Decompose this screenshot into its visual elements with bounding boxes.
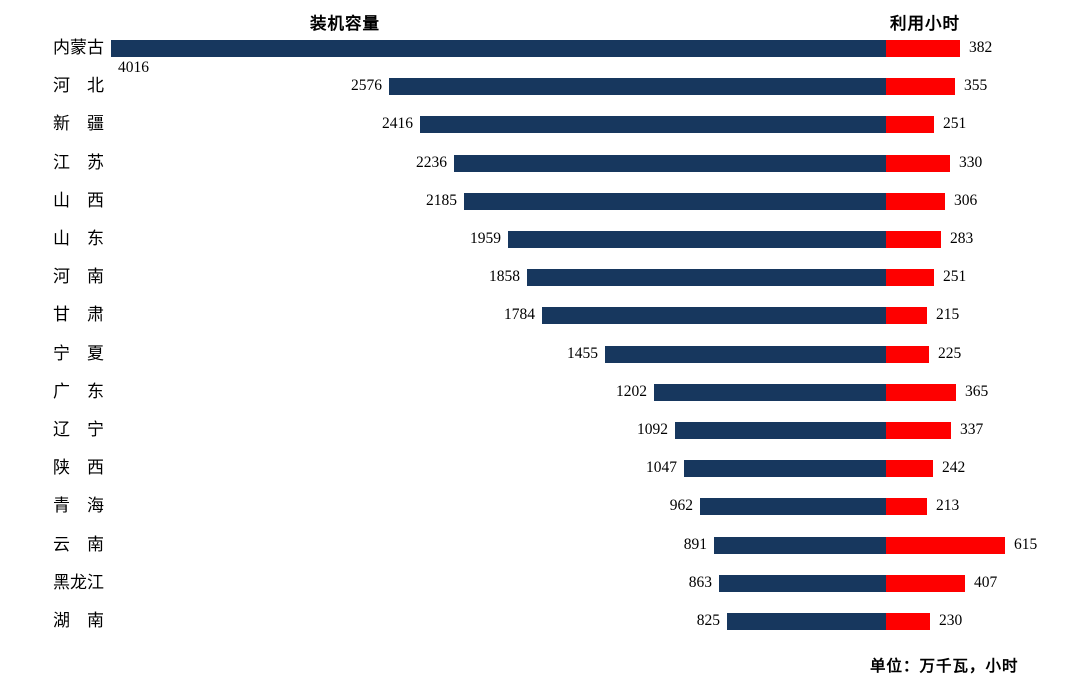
hours-bar: [886, 231, 941, 248]
capacity-value: 962: [669, 497, 693, 514]
capacity-value: 825: [696, 612, 720, 629]
category-label: 新 疆: [53, 114, 104, 133]
hours-bar: [886, 460, 933, 477]
category-label: 河 北: [53, 76, 104, 95]
capacity-value: 863: [688, 574, 712, 591]
category-label: 河 南: [53, 267, 104, 286]
hours-value: 306: [954, 192, 978, 209]
hours-bar: [886, 269, 934, 286]
category-label: 湖 南: [53, 611, 104, 630]
category-label: 黑龙江: [53, 573, 104, 592]
capacity-bar: [684, 460, 886, 477]
category-label: 内蒙古: [53, 38, 104, 57]
capacity-bar: [605, 346, 886, 363]
capacity-value: 1858: [489, 268, 520, 285]
capacity-value: 2236: [416, 154, 447, 171]
capacity-bar: [714, 537, 886, 554]
hours-value: 407: [974, 574, 998, 591]
capacity-bar: [420, 116, 886, 133]
hours-bar: [886, 116, 934, 133]
capacity-value: 1455: [567, 345, 598, 362]
capacity-value: 2416: [382, 115, 413, 132]
capacity-value: 4016: [118, 59, 149, 76]
capacity-value: 1959: [470, 230, 501, 247]
unit-footnote: 单位：万千瓦，小时: [870, 658, 1019, 675]
category-label: 陕 西: [53, 458, 104, 477]
capacity-bar: [719, 575, 886, 592]
category-label: 青 海: [53, 496, 104, 515]
category-label: 辽 宁: [53, 420, 104, 439]
hours-value: 337: [960, 421, 984, 438]
hours-bar: [886, 422, 951, 439]
capacity-bar: [542, 307, 886, 324]
hours-bar: [886, 575, 965, 592]
capacity-value: 891: [683, 536, 707, 553]
capacity-bar: [527, 269, 886, 286]
hours-value: 215: [936, 306, 960, 323]
capacity-bar: [508, 231, 886, 248]
category-label: 广 东: [53, 382, 104, 401]
hours-value: 355: [964, 77, 988, 94]
capacity-bar: [389, 78, 886, 95]
capacity-bar: [727, 613, 886, 630]
hours-value: 242: [942, 459, 966, 476]
hours-bar: [886, 40, 960, 57]
hours-value: 283: [950, 230, 974, 247]
hours-bar: [886, 307, 927, 324]
hours-value: 615: [1014, 536, 1038, 553]
category-label: 云 南: [53, 535, 104, 554]
hours-value: 330: [959, 154, 983, 171]
hours-bar: [886, 155, 950, 172]
category-label: 甘 肃: [53, 305, 104, 324]
capacity-value: 1784: [504, 306, 535, 323]
hours-value: 251: [943, 115, 967, 132]
category-label: 山 西: [53, 191, 104, 210]
hours-value: 251: [943, 268, 967, 285]
capacity-value: 1047: [646, 459, 677, 476]
hours-bar: [886, 78, 955, 95]
hours-bar: [886, 384, 956, 401]
capacity-value: 2185: [426, 192, 457, 209]
capacity-value: 1202: [616, 383, 647, 400]
capacity-column-title: 装机容量: [310, 14, 380, 33]
hours-column-title: 利用小时: [890, 14, 960, 33]
hours-bar: [886, 613, 930, 630]
hours-bar: [886, 498, 927, 515]
category-label: 宁 夏: [53, 344, 104, 363]
capacity-value: 2576: [351, 77, 382, 94]
hours-bar: [886, 193, 945, 210]
capacity-bar: [654, 384, 886, 401]
category-label: 江 苏: [53, 153, 104, 172]
capacity-bar: [464, 193, 886, 210]
capacity-bar: [700, 498, 886, 515]
hours-value: 225: [938, 345, 962, 362]
hours-value: 213: [936, 497, 960, 514]
capacity-bar: [111, 40, 886, 57]
capacity-bar: [675, 422, 886, 439]
category-label: 山 东: [53, 229, 104, 248]
hours-bar: [886, 346, 929, 363]
hours-value: 365: [965, 383, 989, 400]
hours-bar: [886, 537, 1005, 554]
hours-value: 382: [969, 39, 993, 56]
capacity-bar: [454, 155, 886, 172]
capacity-value: 1092: [637, 421, 668, 438]
hours-value: 230: [939, 612, 963, 629]
